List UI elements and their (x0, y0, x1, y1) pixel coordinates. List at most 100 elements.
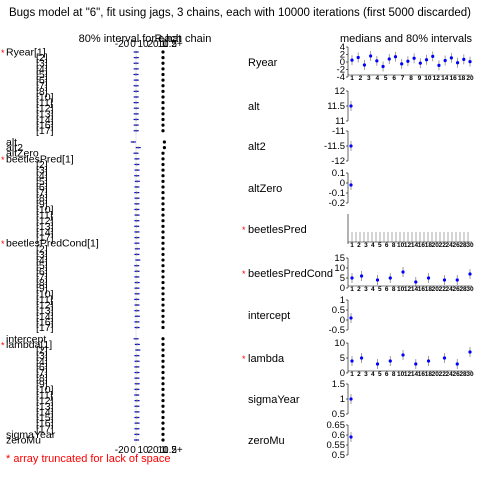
chain-median (135, 79, 138, 82)
median-point (350, 276, 354, 280)
chain-median (135, 95, 138, 98)
row-label: [10] (36, 91, 54, 103)
ytick-label: 11 (335, 116, 345, 127)
chain-median (135, 107, 138, 110)
row-label: [3] (36, 58, 48, 70)
ytick-label: 10 (334, 338, 345, 349)
chain-median (136, 180, 139, 183)
xtick-label: 9 (418, 75, 422, 82)
xtick-label: 12 (433, 75, 441, 82)
chain-median (135, 309, 138, 312)
xtick-label: 3 (364, 242, 368, 249)
rhat-point (161, 101, 165, 105)
median-point (387, 57, 391, 61)
rhat-tick-top: 1 (160, 39, 166, 50)
left-header-interval: 80% interval for each chain (79, 33, 212, 45)
xtick-label: 16 (450, 75, 458, 82)
rhat-point (161, 89, 165, 93)
chain-median (136, 360, 139, 363)
row-label: [10] (36, 288, 54, 300)
xtick-label: 30 (466, 371, 474, 378)
row-label: [10] (36, 384, 54, 396)
row-label: [14] (36, 406, 54, 418)
row-label: [16] (36, 316, 54, 328)
chain-median (135, 208, 138, 211)
xtick-label: 24 (446, 242, 454, 249)
chain-median (135, 298, 138, 301)
chain-median (132, 140, 135, 143)
xtick-label: 20 (432, 371, 440, 378)
xtick-label: 18 (425, 286, 433, 293)
median-point (349, 435, 353, 439)
chain-median (135, 287, 138, 290)
median-point (412, 56, 416, 60)
xtick-label: 22 (439, 286, 447, 293)
chain-median (136, 292, 139, 295)
left-xtick-top: 10 (137, 39, 149, 50)
ytick-label: -0.5 (329, 325, 345, 336)
chain-median (135, 197, 138, 200)
rhat-point (161, 280, 165, 285)
rhat-point (161, 348, 165, 352)
ytick-label: 5 (340, 353, 345, 364)
xtick-label: 26 (453, 242, 461, 249)
row-label: [12] (36, 395, 54, 407)
rhat-point (161, 224, 165, 228)
rhat-point (162, 140, 166, 144)
ytick-label: 0.5 (332, 409, 345, 420)
median-point (350, 58, 354, 62)
xtick-label: 28 (459, 286, 467, 293)
chain-median (136, 281, 139, 284)
ytick-label: 15 (334, 253, 345, 264)
row-label: [7] (36, 271, 48, 283)
rhat-point (161, 376, 165, 380)
rhat-point (161, 67, 165, 71)
xtick-label: 6 (392, 75, 396, 82)
xtick-label: 4 (371, 242, 375, 249)
chain-median (135, 320, 138, 323)
rhat-point (161, 174, 165, 178)
rhat-point (161, 84, 165, 88)
ytick-label: -12 (331, 156, 345, 167)
xtick-label: 2 (359, 75, 363, 82)
median-point (455, 278, 459, 282)
xtick-label: 3 (364, 286, 368, 293)
rhat-point (161, 438, 165, 442)
row-label: [13] (36, 221, 54, 233)
median-point (401, 353, 405, 357)
xtick-label: 20 (466, 75, 474, 82)
row-label: [12] (36, 300, 54, 312)
row-label: [3] (36, 165, 48, 177)
left-xtick-top: -20 (115, 39, 130, 50)
rhat-tick-bottom: 2+ (171, 445, 183, 456)
row-label: [6] (36, 361, 48, 373)
left-header-rhat: R-hat (155, 33, 182, 45)
rhat-point (161, 286, 165, 290)
truncation-footnote: * array truncated for lack of space (6, 453, 171, 465)
xtick-label: 18 (425, 242, 433, 249)
median-point (349, 104, 353, 108)
row-label: sigmaYear (6, 429, 56, 441)
rhat-tick-bottom: 1 (160, 445, 166, 456)
ytick-label: 0 (340, 368, 345, 379)
chain-median (135, 118, 138, 121)
chain-median (135, 112, 138, 115)
xtick-label: 10 (397, 286, 405, 293)
chart-title: Bugs model at "6", fit using jags, 3 cha… (8, 7, 472, 19)
chain-median (135, 191, 138, 194)
ytick-label: -0.2 (329, 198, 345, 209)
xtick-label: 10 (397, 371, 405, 378)
left-xtick-bottom: 20 (147, 445, 159, 456)
truncation-star: * (1, 239, 5, 249)
chain-median (135, 365, 138, 368)
row-label: [17] (36, 125, 54, 137)
rhat-point (161, 179, 165, 183)
rhat-point (161, 382, 165, 386)
left-xtick-top: 10 (157, 39, 169, 50)
rhat-point (161, 151, 165, 155)
rhat-point (161, 404, 165, 408)
median-point (468, 60, 472, 64)
row-label: [4] (36, 356, 48, 368)
rhat-point (161, 190, 165, 195)
chain-median (135, 51, 138, 53)
